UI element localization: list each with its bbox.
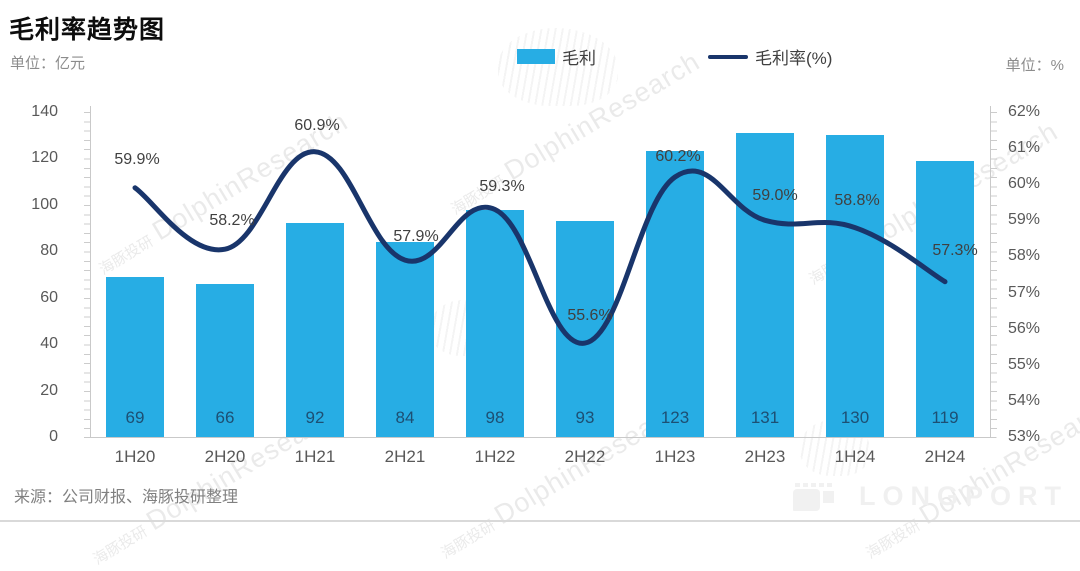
x-axis-label: 1H22 bbox=[474, 447, 516, 466]
bottom-divider bbox=[0, 520, 1080, 522]
y-axis-tick-left: 20 bbox=[40, 381, 58, 399]
y-axis-tick-left: 40 bbox=[40, 335, 58, 353]
x-axis-label: 2H21 bbox=[384, 447, 426, 466]
x-axis-label: 1H23 bbox=[654, 447, 696, 466]
longport-icon bbox=[793, 482, 834, 511]
y-axis-tick-right: 61% bbox=[1008, 139, 1041, 157]
margin-point-label: 57.3% bbox=[932, 241, 978, 259]
right-unit-label: 单位：% bbox=[1005, 57, 1064, 74]
longport-wordmark: LONGPORT bbox=[859, 481, 1068, 511]
bar-value-label: 66 bbox=[215, 407, 235, 427]
y-axis-tick-left: 100 bbox=[31, 195, 58, 213]
bar-value-label: 69 bbox=[125, 407, 145, 427]
margin-point-label: 58.2% bbox=[209, 212, 255, 230]
y-axis-tick-right: 54% bbox=[1008, 391, 1041, 409]
x-axis-label: 1H24 bbox=[834, 447, 876, 466]
y-axis-tick-right: 56% bbox=[1008, 319, 1041, 337]
bar-value-label: 92 bbox=[305, 407, 325, 427]
right-axis-line bbox=[990, 106, 991, 438]
margin-point-label: 58.8% bbox=[834, 191, 880, 209]
bar: 93 bbox=[556, 221, 614, 437]
y-axis-tick-right: 60% bbox=[1008, 175, 1041, 193]
legend-item-gross-profit: 毛利 bbox=[517, 44, 596, 69]
margin-point-label: 59.0% bbox=[752, 187, 798, 205]
legend-item-gross-margin: 毛利率(%) bbox=[708, 44, 832, 69]
line-swatch-icon bbox=[708, 54, 748, 59]
right-axis-ticks bbox=[991, 112, 997, 438]
bar: 130 bbox=[826, 135, 884, 437]
bar-value-label: 119 bbox=[931, 408, 959, 427]
bar-value-label: 98 bbox=[485, 408, 505, 427]
x-axis-label: 2H22 bbox=[564, 447, 606, 466]
y-axis-tick-right: 57% bbox=[1008, 283, 1041, 301]
y-axis-tick-right: 62% bbox=[1008, 103, 1041, 120]
page-title: 毛利率趋势图 bbox=[9, 16, 166, 44]
x-axis-label: 1H20 bbox=[114, 447, 156, 466]
legend: 毛利 毛利率(%) bbox=[517, 44, 832, 69]
left-axis-line bbox=[90, 106, 91, 438]
bar: 69 bbox=[106, 276, 164, 437]
bar-swatch-icon bbox=[517, 49, 555, 64]
chart-page: 海豚投研DolphinResearch 海豚投研DolphinResearch … bbox=[0, 16, 1080, 569]
bar-value-label: 130 bbox=[840, 407, 870, 427]
y-axis-tick-left: 140 bbox=[31, 103, 58, 120]
x-axis-label: 2H24 bbox=[924, 447, 966, 466]
bar-value-label: 123 bbox=[660, 407, 690, 427]
x-axis-label: 1H21 bbox=[294, 447, 336, 466]
y-axis-tick-right: 53% bbox=[1008, 428, 1041, 445]
bar: 123 bbox=[646, 151, 704, 437]
bar: 92 bbox=[286, 223, 344, 437]
bar: 131 bbox=[736, 132, 794, 437]
legend-label: 毛利 bbox=[562, 49, 596, 68]
y-axis-tick-left: 60 bbox=[40, 288, 58, 306]
margin-point-label: 57.9% bbox=[393, 228, 439, 246]
bar: 98 bbox=[466, 209, 524, 437]
margin-point-label: 60.2% bbox=[655, 148, 701, 165]
bar: 84 bbox=[376, 242, 434, 437]
margin-point-label: 59.3% bbox=[479, 177, 525, 195]
y-axis-tick-right: 59% bbox=[1008, 211, 1041, 229]
left-unit-label: 单位：亿元 bbox=[10, 55, 86, 72]
source-note: 来源：公司财报、海豚投研整理 bbox=[14, 489, 239, 506]
x-axis-line bbox=[84, 437, 996, 438]
y-axis-tick-right: 58% bbox=[1008, 247, 1041, 265]
y-axis-tick-left: 80 bbox=[40, 242, 58, 260]
bar-value-label: 93 bbox=[575, 407, 595, 427]
legend-label: 毛利率(%) bbox=[755, 49, 833, 68]
longport-logo: LONGPORT bbox=[793, 481, 1068, 512]
bar: 119 bbox=[916, 160, 974, 437]
bar-value-label: 84 bbox=[395, 408, 415, 427]
margin-point-label: 59.9% bbox=[114, 150, 160, 168]
margin-point-label: 60.9% bbox=[294, 116, 340, 134]
bar: 66 bbox=[196, 283, 254, 437]
y-axis-tick-left: 0 bbox=[49, 428, 58, 445]
y-axis-tick-left: 120 bbox=[31, 149, 58, 167]
bar-value-label: 131 bbox=[750, 407, 780, 427]
x-axis-label: 2H23 bbox=[744, 447, 786, 466]
left-axis-ticks bbox=[84, 112, 90, 438]
y-axis-tick-right: 55% bbox=[1008, 355, 1041, 373]
margin-point-label: 55.6% bbox=[567, 307, 613, 325]
x-axis-label: 2H20 bbox=[204, 447, 246, 466]
